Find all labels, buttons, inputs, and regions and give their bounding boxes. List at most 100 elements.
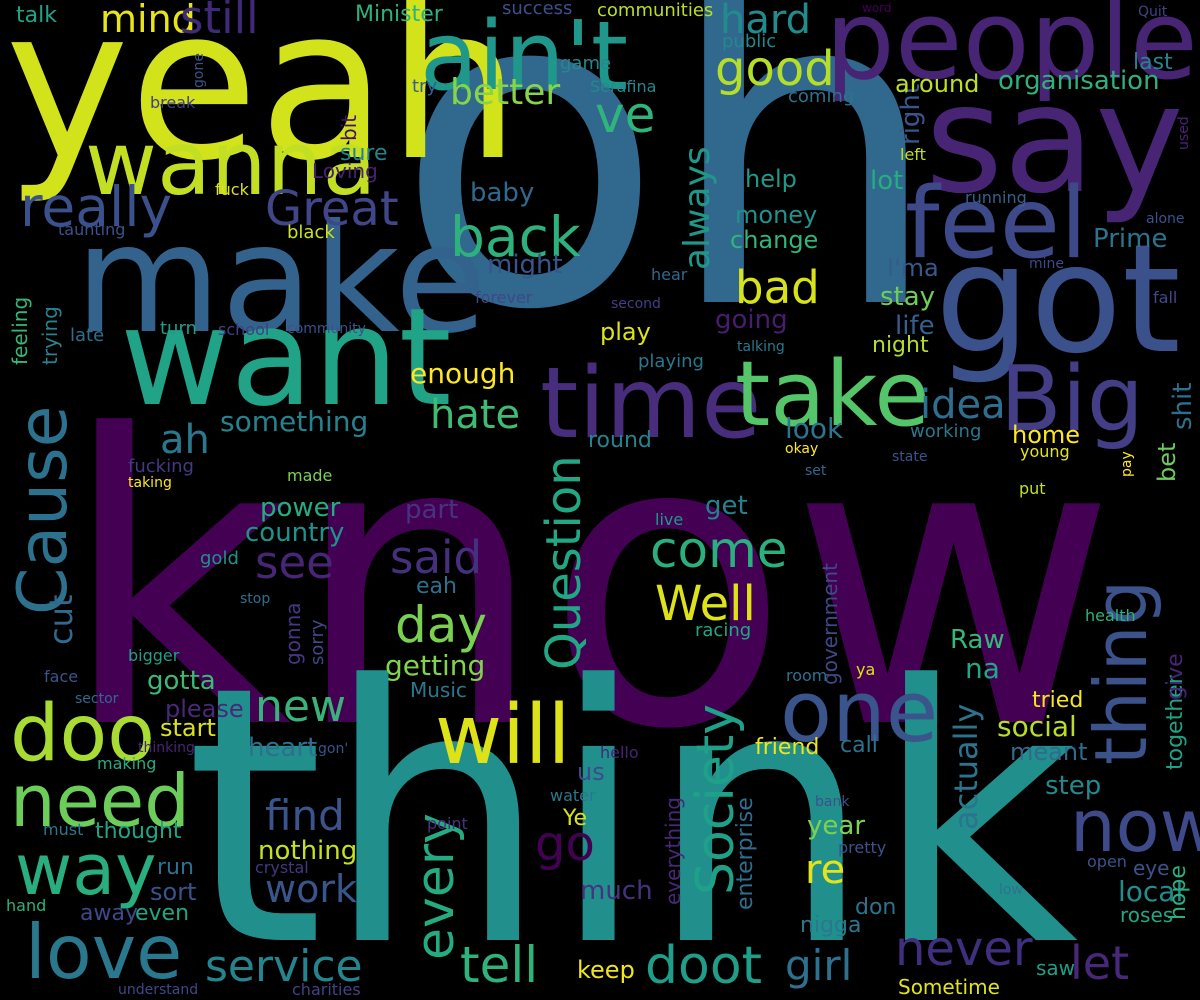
word-step: step <box>1045 771 1102 801</box>
word-roses: roses <box>1120 903 1174 927</box>
word-fuck: fuck <box>215 180 249 199</box>
word-gone: gone <box>191 53 207 88</box>
word-ve: ve <box>595 86 656 144</box>
word-running: running <box>965 188 1027 207</box>
word-pretty: pretty <box>838 838 887 857</box>
word-health: health <box>1085 606 1136 625</box>
word-time: time <box>540 347 762 461</box>
word-left: left <box>900 145 926 164</box>
word-coming: coming <box>788 86 855 107</box>
word-thinking: thinking <box>138 740 195 756</box>
word-oh: oh <box>395 0 944 406</box>
word-know: know <box>60 352 1118 817</box>
word-give: give <box>1163 653 1188 700</box>
word-used: used <box>1176 116 1192 150</box>
word-hate: hate <box>430 392 521 438</box>
word-sorry: sorry <box>307 619 328 665</box>
word-new: new <box>255 681 346 732</box>
word-bigger: bigger <box>128 646 180 665</box>
word-going: going <box>715 305 788 335</box>
word-last: last <box>1133 50 1173 75</box>
word-good: good <box>715 41 835 97</box>
word-taunting: taunting <box>58 220 126 239</box>
word-state: state <box>892 449 928 465</box>
word-shit: shit <box>1168 382 1198 430</box>
word-bad: bad <box>735 261 820 314</box>
word-turn: turn <box>160 318 197 339</box>
word-alone: alone <box>1146 211 1185 227</box>
word-yeah: yeah <box>5 0 521 207</box>
word-ain-t: ain't <box>420 2 629 112</box>
word-will: will <box>435 688 571 783</box>
word-music: Music <box>410 678 467 702</box>
word-friend: friend <box>755 735 820 760</box>
word-open: open <box>1087 852 1127 871</box>
word-one: one <box>780 663 939 762</box>
word-working: working <box>910 421 982 442</box>
word-talk: talk <box>16 3 57 28</box>
word-want: want <box>120 279 452 436</box>
word-really: really <box>20 175 173 239</box>
word-need: need <box>10 759 190 843</box>
word-got: got <box>935 213 1181 387</box>
word-hand: hand <box>6 896 47 915</box>
word-put: put <box>1019 479 1046 498</box>
word-eye: eye <box>1133 856 1170 880</box>
word-i-ma: I'ma <box>887 254 939 282</box>
word-late: late <box>70 325 105 346</box>
word-black: black <box>287 222 335 243</box>
word-go: go <box>535 816 595 872</box>
word-made: made <box>287 466 333 485</box>
word-crystal: crystal <box>255 858 309 877</box>
word-always: always <box>677 146 718 270</box>
word-ah: ah <box>160 417 210 463</box>
word-run: run <box>157 855 194 880</box>
word-cause: Cause <box>4 405 83 615</box>
word-much: much <box>580 876 653 906</box>
word-live: live <box>655 510 684 529</box>
word-ye: Ye <box>563 806 588 831</box>
word-bank: bank <box>815 794 850 810</box>
word-stay: stay <box>880 282 936 312</box>
word-nigga: nigga <box>800 913 862 938</box>
word-must: must <box>43 820 84 839</box>
word-say: say <box>925 53 1184 227</box>
word-game: game <box>560 53 612 74</box>
word-people: people <box>825 0 1198 104</box>
word-change: change <box>730 226 819 254</box>
word-now: now <box>1070 784 1200 868</box>
word-girl: girl <box>785 941 853 990</box>
word-re: re <box>805 847 846 893</box>
word-power: power <box>260 493 341 523</box>
word-doot: doot <box>645 936 763 996</box>
word-thought: thought <box>95 819 182 844</box>
word-na: na <box>965 652 1000 685</box>
word-racing: racing <box>695 620 752 641</box>
word-social: social <box>997 710 1077 743</box>
word-public: public <box>722 31 777 52</box>
word-charities: charities <box>292 980 361 999</box>
word-raw: Raw <box>950 625 1005 655</box>
word-organisation: organisation <box>998 66 1160 96</box>
word-come: come <box>650 521 788 579</box>
word-communities: communities <box>597 0 714 21</box>
word-every: every <box>406 813 466 960</box>
word-cut: cut <box>42 594 80 645</box>
word-face: face <box>44 667 79 686</box>
word-see: see <box>255 536 334 589</box>
word-second: second <box>611 296 661 312</box>
word-great: Great <box>265 181 399 237</box>
word-gon: gon' <box>318 741 349 757</box>
word-tell: tell <box>460 936 539 994</box>
word-don: don <box>855 895 897 920</box>
word-enterprise: enterprise <box>733 797 758 910</box>
word-pay: pay <box>1119 451 1135 477</box>
word-community: community <box>287 321 366 337</box>
word-us: us <box>577 758 605 786</box>
word-might: might <box>487 250 563 280</box>
word-enough: enough <box>410 357 516 390</box>
word-start: start <box>160 714 216 742</box>
word-back: back <box>450 205 581 269</box>
word-get: get <box>705 491 748 521</box>
word-said: said <box>390 531 483 584</box>
